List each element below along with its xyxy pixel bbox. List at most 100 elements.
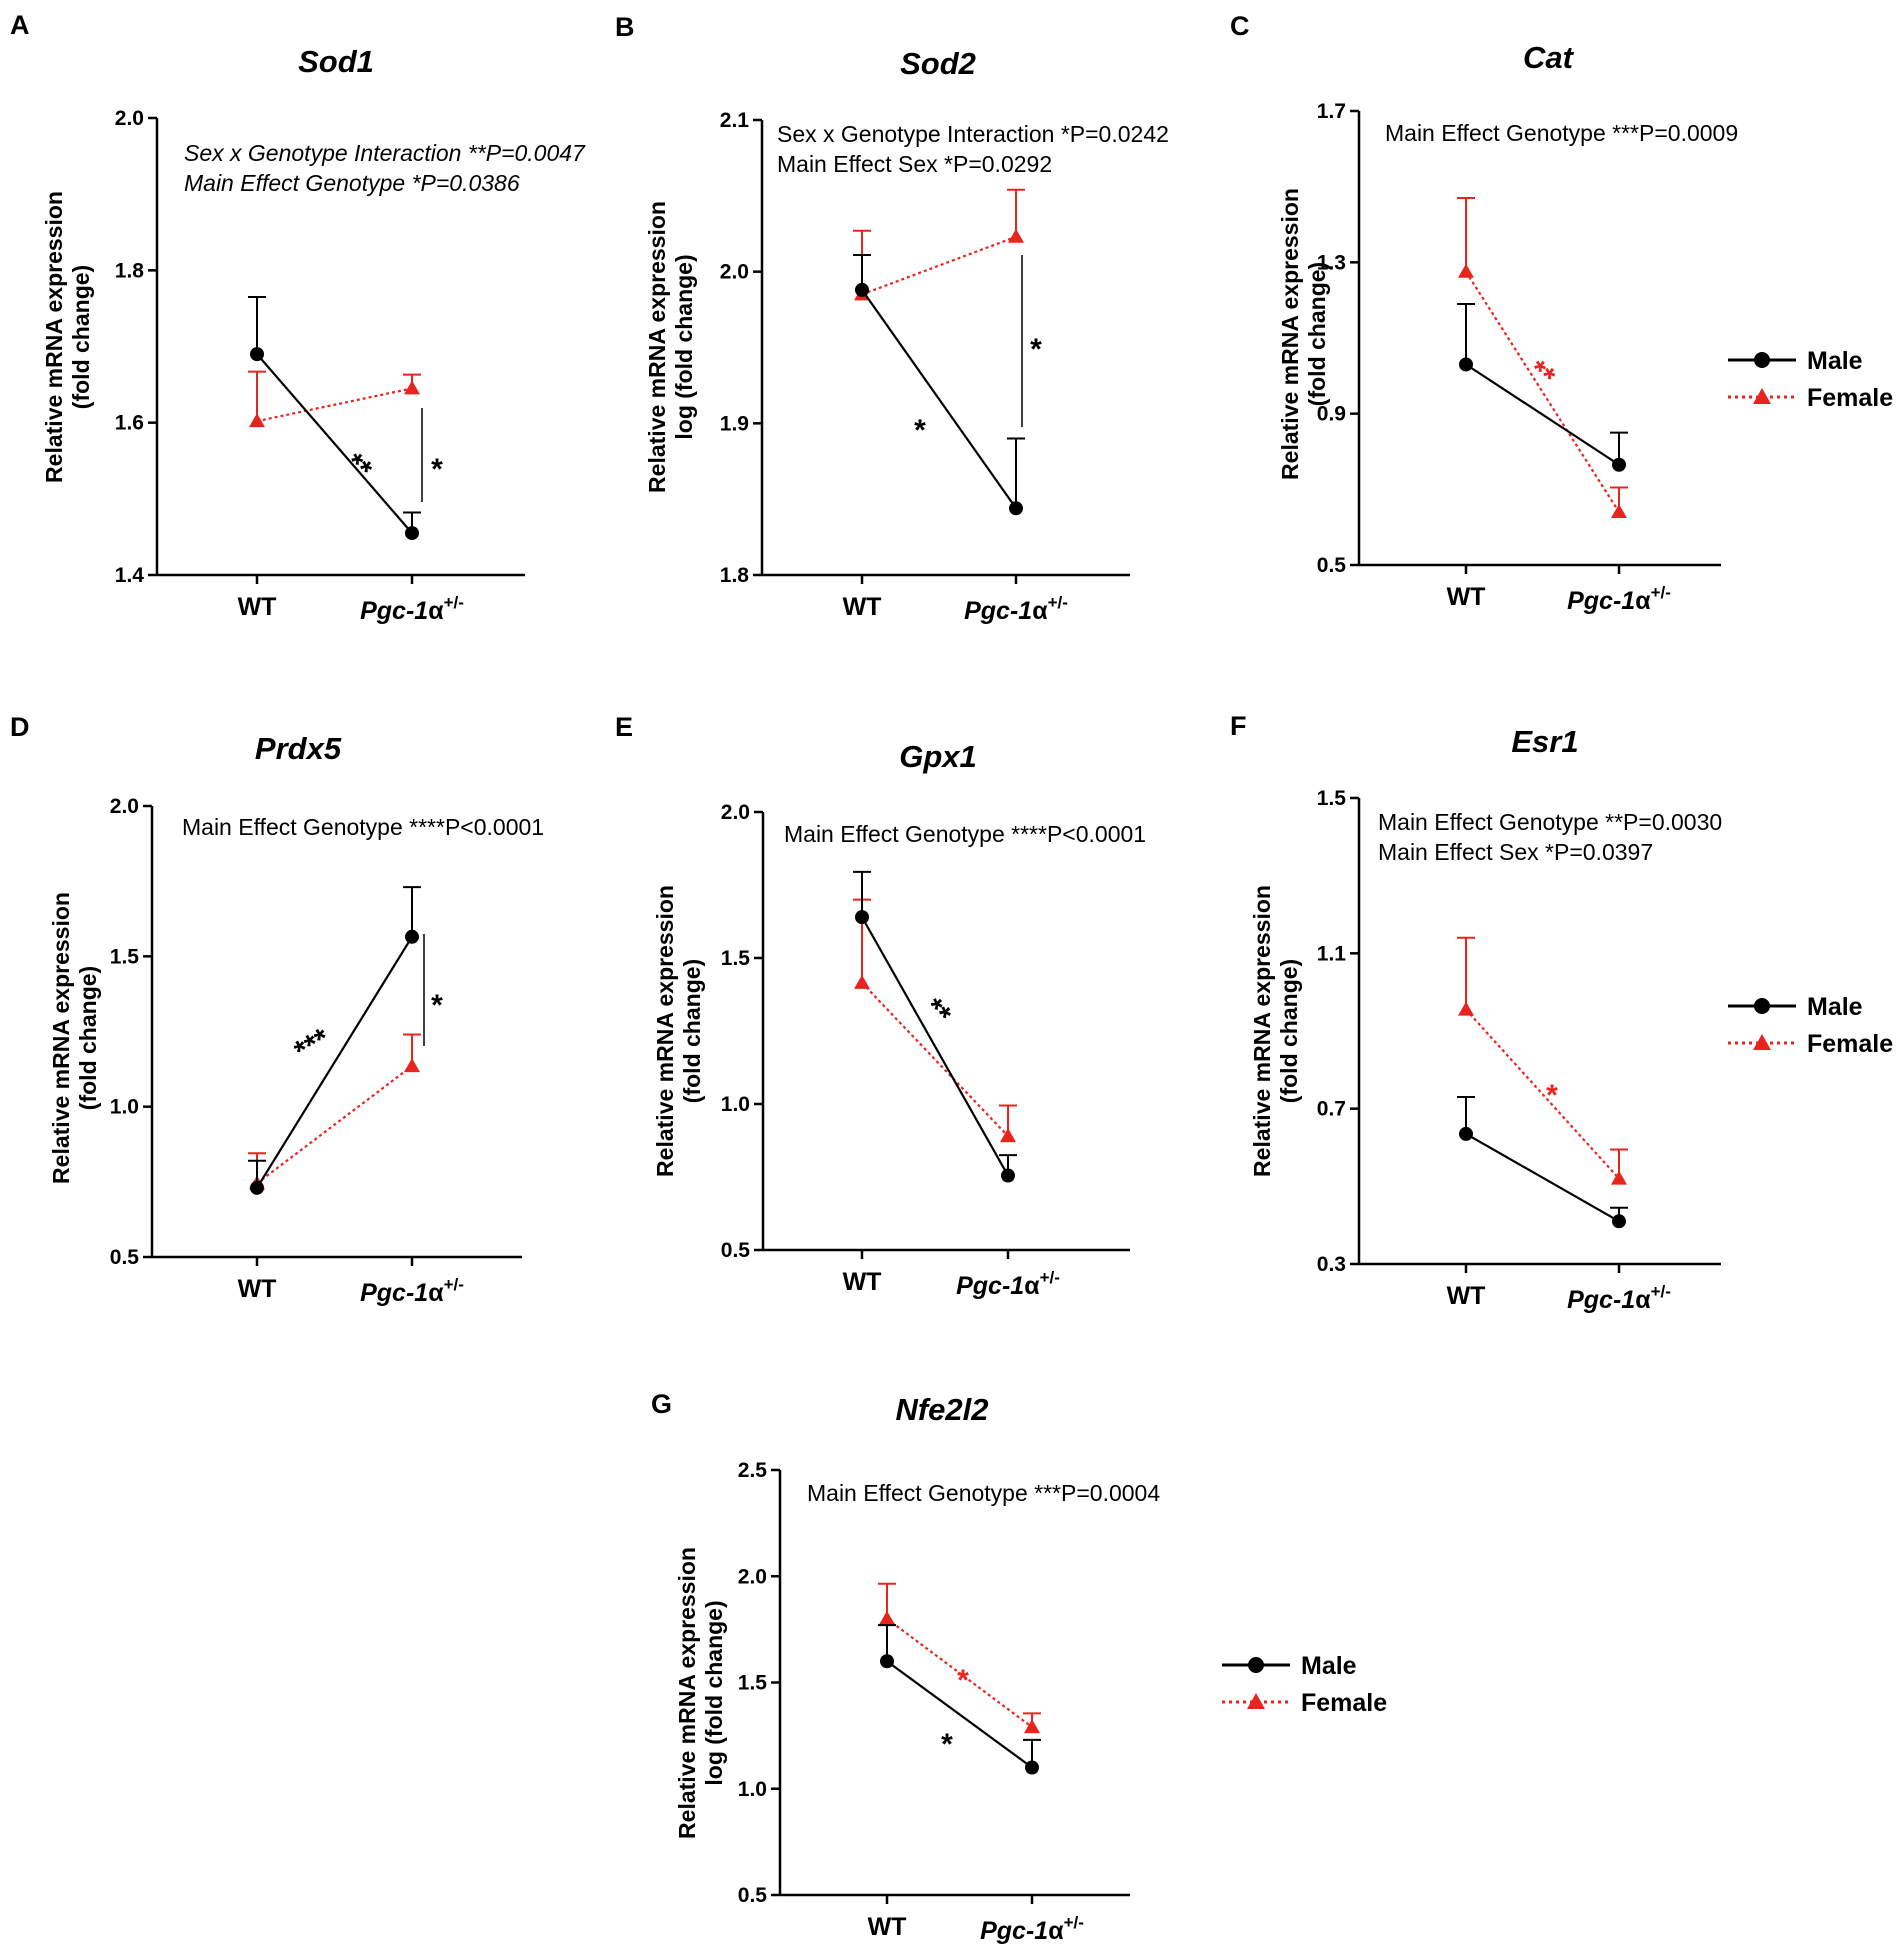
data-point bbox=[1458, 263, 1474, 278]
data-point bbox=[250, 1180, 264, 1195]
y-tick-label: 1.7 bbox=[1317, 100, 1346, 123]
series-female bbox=[248, 1033, 421, 1190]
data-point bbox=[1025, 1760, 1039, 1775]
series-line bbox=[861, 235, 1017, 296]
chart-panel-e: E Gpx1 0.5 1.0 1.5 2.0 WT Pgc-1α+/- Relative mRN… bbox=[615, 712, 1146, 1300]
x-tick-label-pgc-alpha: α bbox=[428, 1279, 444, 1307]
data-point bbox=[250, 347, 264, 362]
x-tick-label-pgc: Pgc-1α+/- bbox=[980, 1913, 1084, 1945]
significance-marker: ** bbox=[339, 447, 378, 487]
chart-panel-b: B Sod2 1.8 1.9 2.0 2.1 WT Pgc-1α+/- Relative mRN… bbox=[615, 12, 1169, 625]
chart-panel-d: D Prdx5 0.5 1.0 1.5 2.0 WT Pgc-1α+/- Relative mR… bbox=[10, 712, 544, 1307]
y-axis-label: Relative mRNA expressionlog (fold change… bbox=[674, 1547, 727, 1839]
x-tick-label-pgc-alpha: α bbox=[1048, 1917, 1064, 1945]
stat-annotation: Main Effect Genotype ****P<0.0001 bbox=[784, 821, 1146, 847]
y-tick-label: 1.5 bbox=[1317, 787, 1347, 810]
significance-marker: * bbox=[941, 1728, 953, 1761]
stat-annotation: Sex x Genotype Interaction *P=0.0242 bbox=[777, 121, 1169, 147]
panel-letter: G bbox=[651, 1389, 672, 1419]
x-tick-label-pgc-genotype: +/- bbox=[1651, 1282, 1671, 1301]
x-tick-label-pgc-genotype: +/- bbox=[1048, 593, 1068, 612]
y-tick-label: 1.5 bbox=[110, 945, 140, 968]
data-point bbox=[1612, 457, 1626, 472]
y-axis-label: Relative mRNA expression(fold change) bbox=[41, 191, 94, 483]
y-tick-label: 1.0 bbox=[721, 1093, 750, 1116]
y-axis-label-line: (fold change) bbox=[1304, 262, 1330, 406]
y-tick-label: 0.5 bbox=[738, 1884, 768, 1907]
series-male bbox=[853, 870, 1017, 1183]
y-axis-label-line: Relative mRNA expression bbox=[1277, 188, 1303, 480]
stat-annotation: Main Effect Genotype **P=0.0030 bbox=[1378, 809, 1722, 835]
data-point bbox=[1008, 228, 1024, 243]
x-tick-label-pgc: Pgc-1α+/- bbox=[1567, 583, 1671, 615]
series-female bbox=[248, 370, 421, 428]
y-tick-label: 0.5 bbox=[110, 1246, 140, 1269]
chart-title: Sod1 bbox=[298, 44, 374, 79]
series-line bbox=[1465, 363, 1620, 466]
y-axis-label: Relative mRNA expressionlog (fold change… bbox=[644, 201, 697, 493]
series-male bbox=[853, 253, 1025, 516]
chart-title: Gpx1 bbox=[899, 739, 977, 774]
data-point bbox=[405, 929, 419, 944]
legend-male-label: Male bbox=[1807, 993, 1863, 1021]
data-point bbox=[1458, 1001, 1474, 1016]
series-line bbox=[1465, 1132, 1620, 1223]
x-tick-label-pgc: Pgc-1α+/- bbox=[956, 1268, 1060, 1300]
x-tick-label-pgc-alpha: α bbox=[1635, 1286, 1651, 1314]
x-tick-label-pgc: Pgc-1α+/- bbox=[360, 593, 464, 625]
data-point bbox=[1024, 1719, 1040, 1734]
y-tick-label: 1.8 bbox=[115, 259, 145, 282]
y-tick-label: 2.1 bbox=[720, 109, 750, 132]
x-tick-label-pgc-gene: Pgc-1 bbox=[360, 1279, 428, 1307]
series-line bbox=[1465, 271, 1620, 513]
series-female bbox=[853, 188, 1025, 301]
y-tick-label: 1.0 bbox=[738, 1778, 767, 1801]
x-tick-label-pgc-alpha: α bbox=[428, 597, 444, 625]
x-tick-label-pgc-alpha: α bbox=[1635, 587, 1651, 615]
stat-annotation: Main Effect Genotype ***P=0.0004 bbox=[807, 1480, 1160, 1506]
x-tick-label-pgc-gene: Pgc-1 bbox=[964, 597, 1032, 625]
legend-female-marker bbox=[1247, 1693, 1265, 1709]
stat-annotation: Main Effect Genotype ***P=0.0009 bbox=[1385, 120, 1738, 146]
panel-letter: F bbox=[1230, 711, 1247, 741]
panel-letter: A bbox=[10, 10, 30, 40]
legend-male-marker bbox=[1248, 1657, 1264, 1673]
x-tick-label-pgc-gene: Pgc-1 bbox=[1567, 1286, 1635, 1314]
x-tick-label-pgc: Pgc-1α+/- bbox=[360, 1275, 464, 1307]
series-female bbox=[1457, 936, 1628, 1185]
chart-title: Cat bbox=[1523, 40, 1575, 75]
series-line bbox=[256, 353, 413, 534]
x-tick-label-wt: WT bbox=[843, 593, 882, 621]
legend-male-marker bbox=[1754, 352, 1770, 368]
data-point bbox=[879, 1610, 895, 1625]
legend-female-label: Female bbox=[1807, 384, 1893, 412]
significance-marker: * bbox=[431, 453, 443, 486]
y-axis-label: Relative mRNA expression(fold change) bbox=[48, 892, 101, 1184]
series-line bbox=[861, 916, 1009, 1177]
y-tick-label: 2.5 bbox=[738, 1459, 768, 1482]
series-line bbox=[861, 982, 1009, 1137]
y-tick-label: 2.0 bbox=[721, 801, 750, 824]
y-tick-label: 1.3 bbox=[1317, 251, 1346, 274]
y-axis-label: Relative mRNA expression(fold change) bbox=[1277, 188, 1330, 480]
x-tick-label-pgc-genotype: +/- bbox=[444, 1275, 464, 1294]
y-axis-label-line: Relative mRNA expression bbox=[644, 201, 670, 493]
y-tick-label: 0.5 bbox=[1317, 554, 1347, 577]
chart-title: Nfe2l2 bbox=[895, 1392, 988, 1427]
legend-male-label: Male bbox=[1301, 1652, 1357, 1680]
y-axis-label-line: log (fold change) bbox=[671, 254, 697, 439]
series-line bbox=[886, 1617, 1033, 1729]
data-point bbox=[1009, 501, 1023, 516]
y-tick-label: 1.5 bbox=[738, 1672, 768, 1695]
data-point bbox=[1000, 1128, 1016, 1143]
x-tick-label-pgc-genotype: +/- bbox=[1064, 1913, 1084, 1932]
legend-female-marker bbox=[1753, 388, 1771, 404]
data-point bbox=[1611, 504, 1627, 519]
y-axis-label-line: Relative mRNA expression bbox=[652, 885, 678, 1177]
y-tick-label: 0.9 bbox=[1317, 403, 1346, 426]
y-tick-label: 2.0 bbox=[738, 1565, 767, 1588]
series-line bbox=[886, 1660, 1033, 1769]
y-axis-label-line: (fold change) bbox=[68, 265, 94, 409]
y-axis-label-line: (fold change) bbox=[75, 966, 101, 1110]
x-tick-label-pgc-genotype: +/- bbox=[444, 593, 464, 612]
